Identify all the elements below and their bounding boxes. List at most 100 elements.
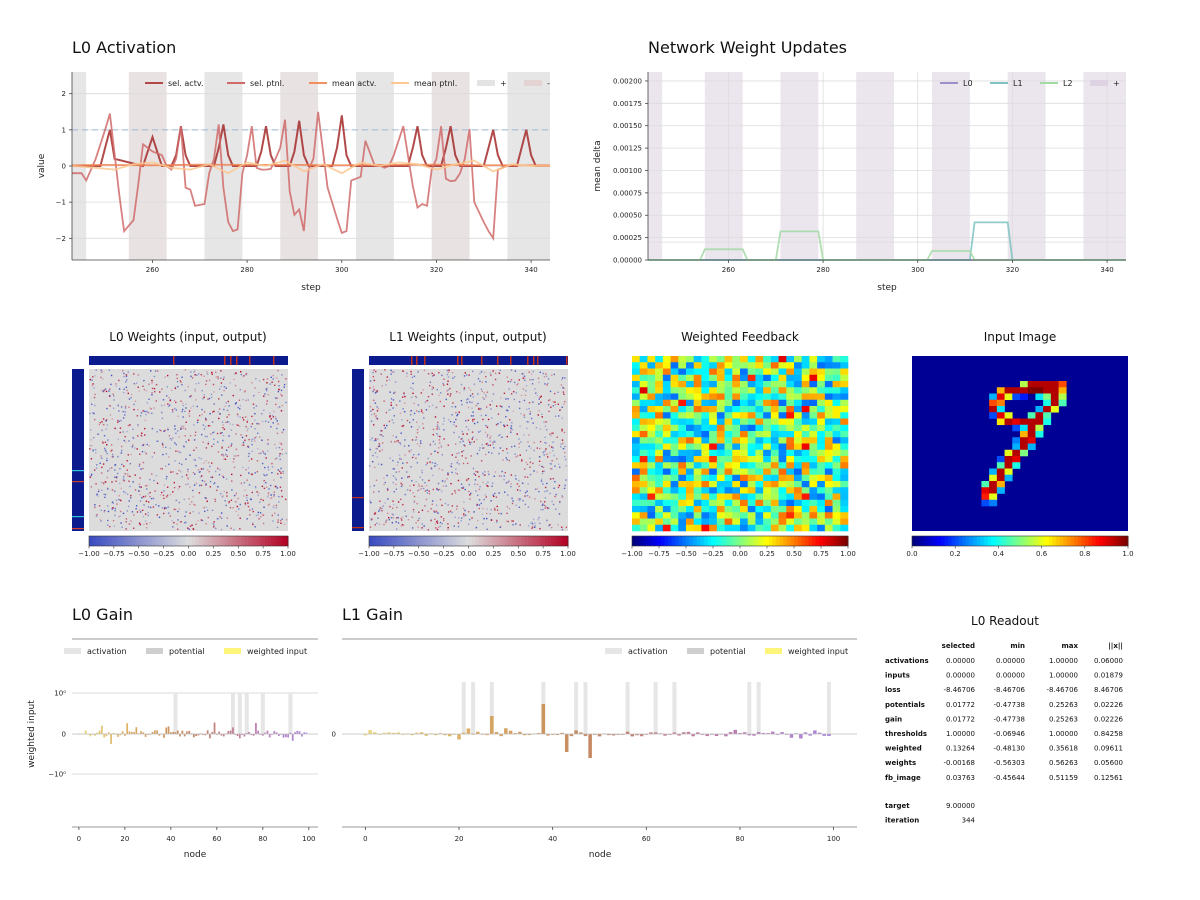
- weight-pixel: [255, 405, 258, 407]
- weight-pixel: [408, 445, 410, 447]
- weight-pixel: [522, 377, 524, 379]
- image-pixel: [1020, 443, 1029, 451]
- weight-pixel: [447, 473, 449, 476]
- weight-pixel: [175, 409, 178, 411]
- weight-pixel: [537, 377, 540, 379]
- weight-pixel: [536, 488, 539, 490]
- weight-pixel: [95, 483, 97, 485]
- feedback-cell: [786, 443, 795, 451]
- weight-pixel: [458, 452, 460, 454]
- feedback-cell: [770, 474, 779, 482]
- feedback-cell: [709, 437, 718, 444]
- weight-pixel: [237, 454, 239, 457]
- activation-bar: [288, 693, 293, 734]
- weight-pixel: [374, 452, 377, 454]
- weight-pixel: [465, 399, 468, 401]
- feedback-cell: [763, 356, 772, 363]
- feedback-cell: [755, 524, 764, 532]
- weight-pixel: [432, 428, 435, 431]
- legend-label: mean ptnl.: [414, 79, 457, 88]
- weight-pixel: [395, 471, 397, 473]
- weighted-input-bar: [761, 732, 766, 734]
- weight-pixel: [89, 448, 91, 450]
- weight-pixel: [441, 469, 444, 471]
- weight-pixel: [563, 487, 566, 490]
- weight-pixel: [187, 385, 189, 388]
- weight-pixel: [406, 471, 408, 473]
- feedback-cell: [794, 374, 803, 382]
- weight-pixel: [120, 499, 122, 502]
- weight-pixel: [473, 383, 476, 385]
- weight-pixel: [94, 503, 96, 506]
- weight-pixel: [473, 473, 475, 475]
- weight-pixel: [210, 433, 212, 435]
- weight-pixel: [125, 528, 127, 530]
- weight-pixel: [97, 433, 99, 435]
- weight-pixel: [106, 424, 108, 426]
- weight-pixel: [176, 430, 179, 432]
- feedback-cell: [840, 406, 849, 413]
- weight-pixel: [174, 407, 176, 410]
- weight-pixel: [436, 522, 439, 524]
- colorbar-cell: [195, 536, 199, 546]
- weight-pixel: [534, 524, 536, 527]
- weight-pixel: [208, 397, 211, 400]
- weight-pixel: [92, 376, 94, 378]
- weight-pixel: [105, 419, 108, 421]
- image-pixel: [996, 481, 1005, 488]
- weight-pixel: [109, 388, 111, 390]
- weight-pixel: [380, 373, 382, 375]
- feedback-cell: [832, 449, 841, 457]
- readout-cell: -8.46706: [994, 686, 1026, 694]
- feedback-cell: [770, 374, 779, 382]
- feedback-cell: [770, 387, 779, 394]
- weight-pixel: [485, 517, 488, 520]
- feedback-cell: [778, 368, 787, 376]
- feedback-cell: [832, 456, 841, 463]
- weight-pixel: [151, 392, 153, 394]
- colorbar-cell: [973, 536, 978, 546]
- colorbar-tick-label: 0.00: [732, 550, 748, 558]
- feedback-cell: [794, 362, 803, 369]
- colorbar-cell: [765, 536, 770, 546]
- weight-pixel: [243, 495, 245, 497]
- weight-pixel: [111, 453, 114, 456]
- weight-pixel: [550, 468, 552, 470]
- weighted-input-bar: [550, 734, 555, 735]
- feedback-cell: [801, 518, 810, 526]
- weight-pixel: [544, 383, 546, 385]
- feedback-cell: [655, 374, 664, 382]
- weighted-input-bar: [255, 722, 257, 734]
- feedback-cell: [801, 424, 810, 432]
- weight-pixel: [376, 522, 378, 525]
- weight-pixel: [374, 512, 377, 514]
- weight-pixel: [94, 375, 96, 377]
- weight-pixel: [203, 428, 206, 430]
- weight-pixel: [149, 478, 151, 481]
- weight-pixel: [550, 526, 553, 529]
- image-pixel: [1027, 387, 1036, 394]
- weight-pixel: [401, 516, 404, 519]
- weight-pixel: [180, 381, 182, 383]
- feedback-cell: [786, 374, 795, 382]
- feedback-cell: [747, 443, 756, 451]
- feedback-cell: [770, 356, 779, 363]
- weight-pixel: [527, 441, 529, 443]
- weight-pixel: [147, 514, 150, 517]
- weight-pixel: [273, 495, 275, 497]
- weight-pixel: [379, 500, 381, 502]
- weight-pixel: [235, 500, 237, 503]
- weight-pixel: [555, 493, 557, 496]
- weight-pixel: [462, 440, 464, 442]
- weight-pixel: [285, 452, 287, 455]
- weight-pixel: [404, 439, 406, 441]
- feedback-cell: [824, 418, 833, 426]
- weight-pixel: [546, 453, 548, 456]
- weight-pixel: [135, 505, 138, 507]
- image-pixel: [1043, 393, 1052, 401]
- weighted-input-bar: [593, 734, 597, 735]
- weight-pixel: [386, 376, 389, 378]
- weight-pixel: [161, 507, 164, 509]
- feedback-cell: [709, 499, 718, 507]
- feedback-cell: [647, 468, 656, 476]
